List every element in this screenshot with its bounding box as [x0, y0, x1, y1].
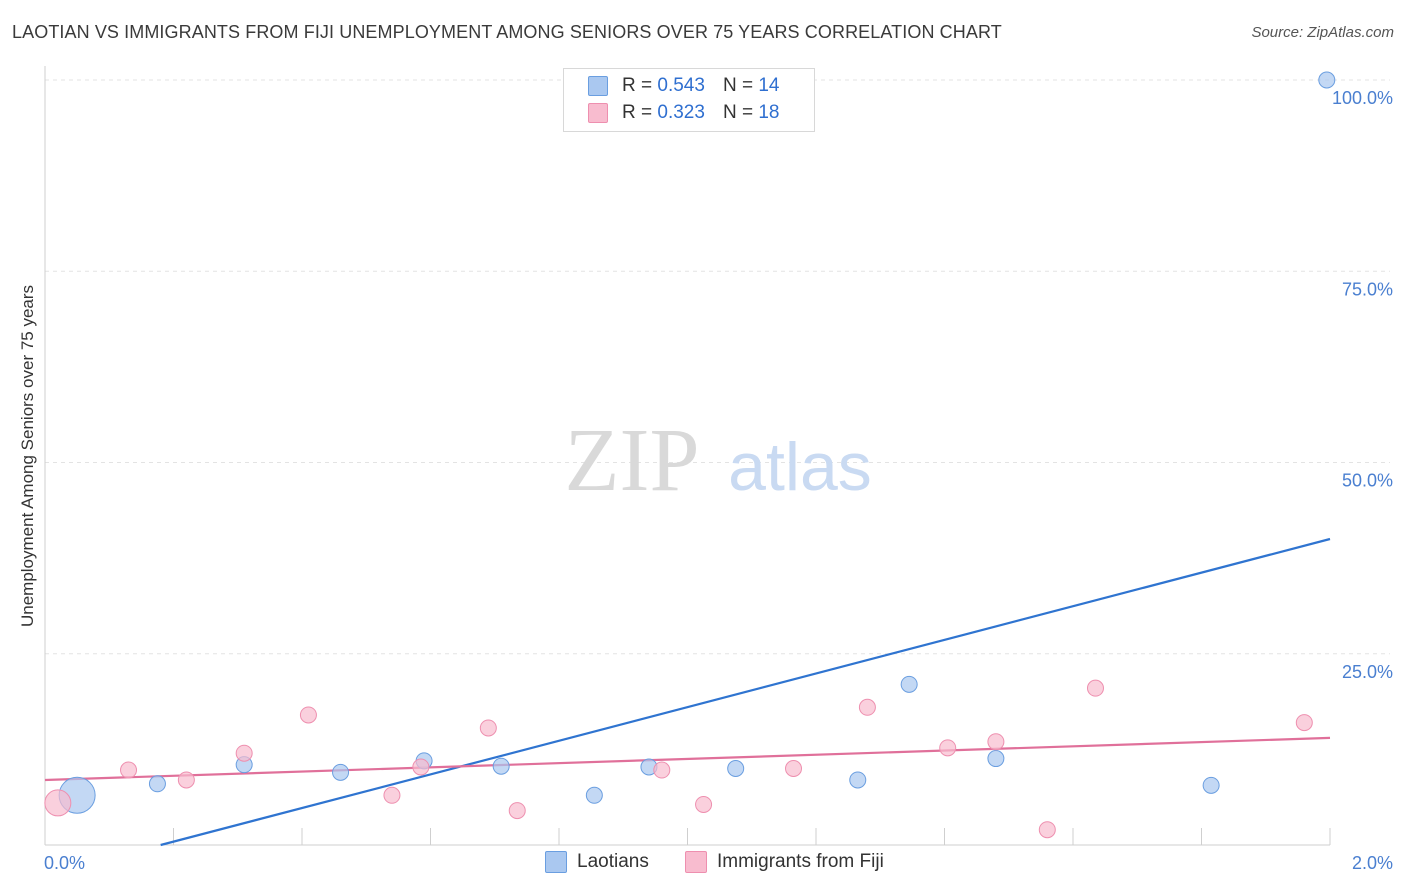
- fiji-point: [858, 698, 876, 716]
- trend-lines: [44, 537, 1331, 847]
- laotians-swatch: [588, 76, 608, 96]
- laotian-point: [987, 750, 1005, 768]
- laotian-point: [585, 786, 603, 804]
- fiji-point: [1086, 679, 1104, 697]
- fiji-point: [299, 706, 317, 724]
- fiji-point: [120, 761, 138, 779]
- fiji-point: [383, 786, 401, 804]
- fiji-point: [1295, 714, 1313, 732]
- laotian-point: [1202, 776, 1220, 794]
- correlation-legend: R = 0.543 N = 14 R = 0.323 N = 18: [563, 68, 815, 132]
- laotian-point: [727, 760, 745, 777]
- fiji-legend-label: Immigrants from Fiji: [717, 851, 884, 872]
- fiji-point: [695, 795, 713, 813]
- legend-item-laotians[interactable]: Laotians: [545, 851, 649, 873]
- fiji-point: [235, 744, 253, 762]
- laotian-point: [1318, 71, 1336, 89]
- fiji-point: [939, 739, 957, 757]
- laotian-trend-line: [160, 537, 1331, 847]
- watermark-atlas: atlas: [728, 429, 872, 505]
- fiji-point: [177, 771, 195, 789]
- fiji-point: [1038, 821, 1056, 839]
- n-label: N =: [722, 75, 754, 96]
- fiji-point: [653, 761, 671, 779]
- r-label: R =: [622, 102, 653, 123]
- y-axis-label: Unemployment Among Seniors over 75 years: [18, 285, 37, 627]
- laotian-point: [849, 771, 867, 789]
- y-tick-label: 100.0%: [1332, 88, 1393, 108]
- laotian-point: [492, 757, 510, 775]
- x-tick-label: 0.0%: [44, 853, 85, 873]
- laotian-point: [332, 763, 350, 781]
- y-tick-label: 25.0%: [1342, 662, 1393, 682]
- tick-labels: 100.0% 75.0% 50.0% 25.0% 0.0% 2.0%: [44, 88, 1393, 873]
- y-tick-label: 75.0%: [1342, 279, 1393, 299]
- r-label: R =: [622, 75, 653, 96]
- r-value: 0.323: [657, 102, 705, 123]
- laotians-legend-swatch: [545, 851, 567, 873]
- legend-row-laotians: R = 0.543 N = 14: [588, 74, 779, 98]
- r-value: 0.543: [657, 75, 705, 96]
- laotian-point: [148, 775, 166, 793]
- watermark-zip: ZIP: [565, 411, 700, 510]
- fiji-point: [412, 758, 430, 776]
- x-tick-label: 2.0%: [1352, 853, 1393, 873]
- fiji-swatch: [588, 103, 608, 123]
- fiji-legend-swatch: [685, 851, 707, 873]
- legend-row-fiji: R = 0.323 N = 18: [588, 101, 779, 125]
- laotian-point: [900, 675, 918, 693]
- axes: [44, 66, 1331, 846]
- n-label: N =: [722, 102, 754, 123]
- chart-title: LAOTIAN VS IMMIGRANTS FROM FIJI UNEMPLOY…: [12, 22, 1002, 42]
- n-value: 14: [758, 75, 780, 96]
- fiji-point: [44, 789, 72, 817]
- watermark: ZIP atlas: [565, 411, 872, 510]
- grid-lines: [45, 79, 1390, 655]
- source-label: Source: ZipAtlas.com: [1251, 24, 1394, 41]
- laotians-legend-label: Laotians: [577, 851, 649, 872]
- legend-item-fiji[interactable]: Immigrants from Fiji: [685, 851, 884, 873]
- fiji-point: [479, 719, 497, 737]
- fiji-trend-line: [44, 736, 1331, 782]
- fiji-point: [987, 733, 1005, 751]
- fiji-point: [508, 802, 526, 820]
- data-points: [44, 71, 1336, 839]
- y-tick-label: 50.0%: [1342, 471, 1393, 491]
- fiji-point: [785, 760, 803, 777]
- n-value: 18: [758, 102, 780, 123]
